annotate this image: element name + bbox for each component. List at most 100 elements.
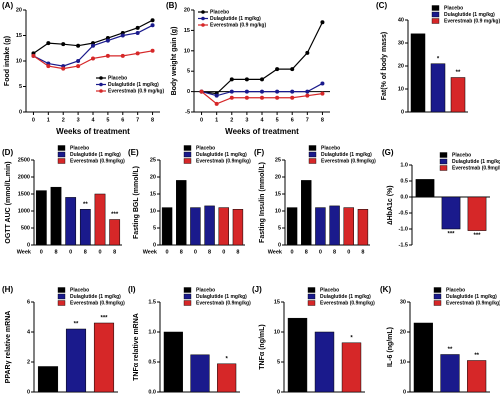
legend-swatch bbox=[439, 158, 448, 165]
data-point bbox=[61, 42, 66, 47]
significance-label: ** bbox=[74, 322, 79, 328]
legend-label: Everestmab (0.9mg/kg) bbox=[196, 158, 251, 164]
data-point bbox=[229, 77, 234, 82]
legend-swatch bbox=[307, 300, 316, 306]
data-point bbox=[229, 95, 234, 100]
y-tick-label: 10 bbox=[275, 208, 281, 214]
bar bbox=[176, 180, 187, 246]
x-tick-label: 8 bbox=[113, 249, 116, 255]
data-point bbox=[199, 89, 204, 94]
legend-label: Dulaglutide (1 mg/kg) bbox=[446, 294, 497, 300]
bar bbox=[217, 363, 237, 393]
x-tick-label: 8 bbox=[54, 249, 57, 255]
legend-label: Everestmab (0.9mg/kg) bbox=[446, 300, 500, 306]
x-axis-title: Week bbox=[268, 249, 283, 255]
y-tick-label: 1.0 bbox=[148, 329, 156, 335]
bar bbox=[35, 190, 47, 246]
bar bbox=[190, 354, 210, 393]
y-tick-label: 0.0 bbox=[400, 194, 408, 200]
legend-label: Placebo bbox=[196, 145, 215, 151]
data-point bbox=[305, 93, 310, 98]
legend-label: Everestmab (0.9 mg/kg) bbox=[108, 88, 164, 94]
legend-swatch bbox=[439, 165, 448, 171]
x-tick-label: 0 bbox=[347, 249, 350, 255]
legend-label: Dulaglutide (1 mg/kg) bbox=[70, 294, 121, 300]
x-tick-label: 8 bbox=[84, 249, 87, 255]
significance-label: ** bbox=[83, 202, 88, 208]
bar bbox=[410, 33, 426, 113]
significance-label: * bbox=[225, 356, 228, 362]
y-tick-label: 5 bbox=[278, 225, 281, 231]
y-tick-label: 15 bbox=[274, 299, 280, 305]
y-tick-label: -1.5 bbox=[399, 242, 408, 248]
legend-label: Placebo bbox=[70, 145, 89, 151]
x-tick-label: 0 bbox=[166, 249, 169, 255]
panel-label: (A) bbox=[2, 1, 13, 10]
series-line bbox=[201, 82, 323, 97]
data-point bbox=[305, 89, 310, 94]
legend-swatch bbox=[308, 151, 317, 158]
y-tick-label: 1.0 bbox=[400, 162, 408, 168]
x-tick-label: 0 bbox=[222, 249, 225, 255]
x-tick-label: 5 bbox=[276, 117, 279, 123]
y-tick-label: 5 bbox=[277, 359, 280, 365]
x-tick-label: 8 bbox=[151, 117, 154, 123]
y-tick-label: 0 bbox=[19, 109, 22, 115]
legend-label: Placebo bbox=[444, 5, 463, 11]
y-axis-title: Body weight gain (g) bbox=[171, 27, 178, 96]
y-tick-label: 0 bbox=[401, 109, 404, 115]
series-line bbox=[201, 21, 323, 95]
legend-label: Dulaglutide (1 mg/kg) bbox=[210, 16, 261, 22]
y-tick-label: 0.0 bbox=[148, 389, 156, 395]
bar bbox=[329, 205, 340, 246]
y-tick-label: 1000 bbox=[18, 208, 30, 214]
bar bbox=[413, 322, 433, 393]
y-axis-title: TNFα relative mRNA bbox=[133, 313, 140, 381]
data-point bbox=[275, 95, 280, 100]
x-tick-label: 8 bbox=[305, 249, 308, 255]
legend-swatch bbox=[57, 287, 66, 293]
bar bbox=[314, 331, 335, 393]
x-tick-label: 0 bbox=[40, 249, 43, 255]
legend-marker bbox=[201, 16, 205, 21]
y-axis-title: Fasting BGL (mmol/L) bbox=[133, 166, 140, 239]
legend-swatch bbox=[308, 158, 317, 164]
legend-label: Placebo bbox=[446, 287, 465, 293]
y-tick-label: 2500 bbox=[18, 157, 30, 163]
bar bbox=[161, 207, 173, 246]
x-axis-title: Week bbox=[17, 249, 32, 255]
legend-swatch bbox=[431, 11, 440, 18]
y-tick-label: 2 bbox=[27, 359, 30, 365]
bar bbox=[430, 63, 446, 113]
y-tick-label: 0 bbox=[277, 389, 280, 395]
legend-swatch bbox=[183, 293, 192, 300]
y-tick-label: 0.5 bbox=[400, 178, 408, 184]
bar bbox=[109, 219, 121, 246]
legend-label: Placebo bbox=[210, 9, 229, 15]
legend-label: Everestmab (0.9mg/kg) bbox=[452, 165, 500, 171]
x-tick-label: 8 bbox=[333, 249, 336, 255]
legend-label: Everestmab (0.9 mg/kg) bbox=[444, 18, 500, 24]
data-point bbox=[260, 89, 264, 94]
legend-marker bbox=[201, 10, 205, 14]
x-tick-label: 8 bbox=[236, 249, 239, 255]
legend-swatch bbox=[433, 293, 442, 300]
significance-label: *** bbox=[447, 232, 455, 238]
bar bbox=[93, 322, 115, 393]
y-tick-label: 6 bbox=[27, 299, 30, 305]
bar bbox=[65, 328, 87, 393]
legend-label: Dulaglutide (1 mg/kg) bbox=[452, 159, 500, 165]
data-point bbox=[135, 25, 140, 30]
significance-label: *** bbox=[100, 316, 108, 322]
legend-label: Placebo bbox=[196, 287, 215, 293]
y-tick-label: 5 bbox=[19, 84, 22, 90]
legend-label: Dulaglutide (1 mg/kg) bbox=[320, 294, 371, 300]
data-point bbox=[244, 77, 249, 82]
panel-label: (J) bbox=[252, 285, 262, 294]
data-point bbox=[120, 33, 125, 38]
y-tick-label: -5 bbox=[185, 109, 190, 115]
x-axis-title: Weeks of treatment bbox=[56, 127, 130, 136]
bar bbox=[415, 179, 435, 198]
y-axis-title: PPARγ relative mRNA bbox=[5, 311, 12, 384]
legend-label: Everestmab (0.9mg/kg) bbox=[321, 158, 376, 164]
